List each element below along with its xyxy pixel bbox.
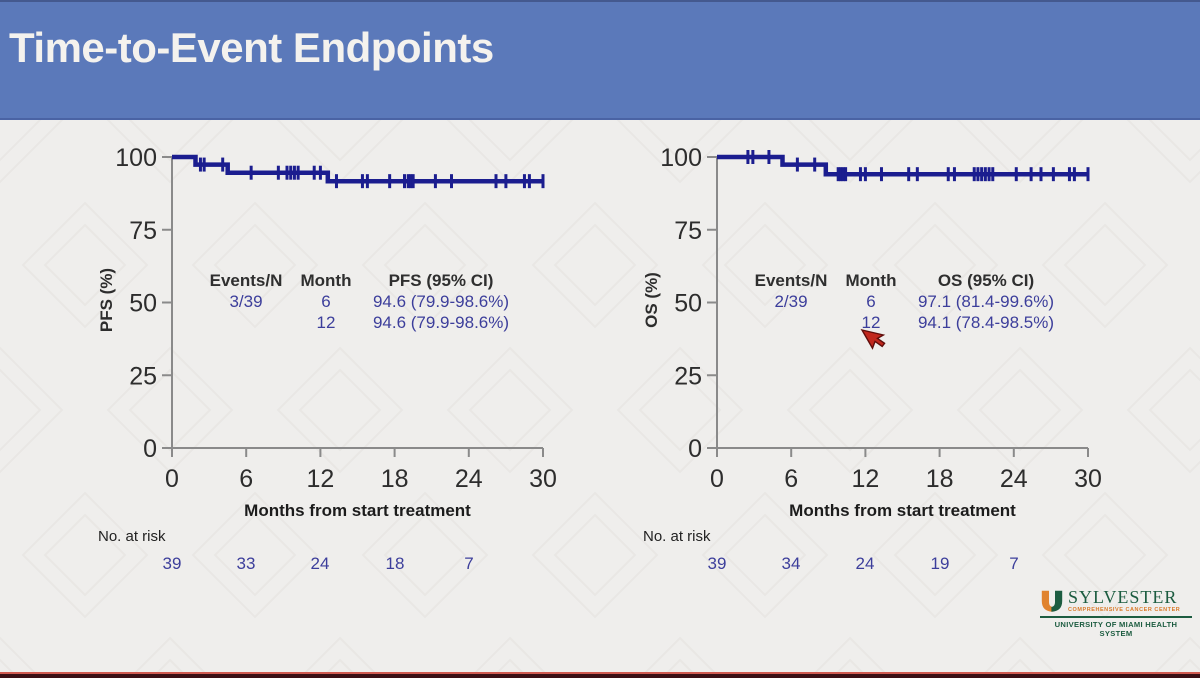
page-title: Time-to-Event Endpoints: [9, 24, 494, 71]
svg-text:0: 0: [165, 465, 179, 492]
pfs-x-axis-label: Months from start treatment: [244, 501, 471, 520]
stats-cell: 94.1 (78.4-98.5%): [917, 313, 1055, 332]
svg-text:0: 0: [143, 435, 157, 463]
miami-u-icon: [1041, 590, 1063, 612]
os-stats-row-2: 12 94.1 (78.4-98.5%): [741, 312, 1081, 333]
logo-top-row: SYLVESTER COMPREHENSIVE CANCER CENTER: [1040, 587, 1192, 613]
os-y-axis-label: OS (%): [642, 272, 661, 328]
logo-brand-text: SYLVESTER: [1068, 587, 1178, 607]
censor-marks: [746, 150, 1090, 182]
os-km-plot: 100 75 50 25 00 6 12 18 24 30: [660, 144, 1102, 492]
pfs-stats-table: Events/N Month PFS (95% CI) 3/39 6 94.6 …: [196, 270, 536, 333]
os-at-risk-value: 7: [1009, 554, 1019, 573]
stats-header-month: Month: [845, 271, 897, 290]
axes: [162, 156, 544, 457]
logo-text-block: SYLVESTER COMPREHENSIVE CANCER CENTER: [1068, 587, 1181, 613]
stats-cell: 94.6 (79.9-98.6%): [372, 313, 510, 332]
os-chart: 100 75 50 25 0 0 6 12 18 24 30 OS (%) Months from …: [641, 140, 1123, 590]
pfs-at-risk-value: 7: [464, 554, 474, 573]
os-stats-header-row: Events/N Month OS (95% CI): [741, 270, 1081, 291]
header-top-edge: [0, 0, 1200, 2]
svg-text:75: 75: [129, 217, 157, 245]
bottom-accent-strip: [0, 672, 1200, 678]
pfs-chart: 100 75 50 25 0 0 6 12 18 24 30 PFS (%) Months from…: [96, 140, 578, 590]
os-at-risk-value: 34: [781, 554, 801, 573]
svg-text:12: 12: [851, 465, 879, 492]
svg-text:75: 75: [674, 217, 702, 245]
stats-cell: 94.6 (79.9-98.6%): [372, 292, 510, 311]
os-at-risk-value: 39: [707, 554, 727, 573]
km-curve: [717, 154, 1088, 177]
pfs-y-axis-label: PFS (%): [97, 267, 116, 333]
os-at-risk-value: 24: [855, 554, 875, 573]
pfs-stats-row-2: 12 94.6 (79.9-98.6%): [196, 312, 536, 333]
svg-text:50: 50: [674, 290, 702, 318]
stats-header-ci: PFS (95% CI): [388, 271, 494, 290]
svg-text:0: 0: [688, 435, 702, 463]
pfs-km-plot: 100 75 50 25 00 6 12 18 24 30: [115, 144, 557, 492]
pfs-at-risk-value: 33: [236, 554, 256, 573]
stats-header-ci: OS (95% CI): [937, 271, 1035, 290]
censor-marks: [198, 157, 545, 189]
mouse-cursor-icon: [860, 328, 886, 350]
svg-text:12: 12: [306, 465, 334, 492]
svg-text:0: 0: [710, 465, 724, 492]
svg-text:24: 24: [455, 465, 483, 492]
logo-subtitle-text: COMPREHENSIVE CANCER CENTER: [1068, 607, 1181, 613]
stats-cell: 6: [866, 292, 876, 311]
pfs-at-risk-value: 24: [310, 554, 330, 573]
svg-text:30: 30: [1074, 465, 1102, 492]
stats-cell: [196, 312, 296, 333]
stats-cell: [741, 312, 841, 333]
stats-cell: 12: [316, 313, 336, 332]
svg-text:18: 18: [926, 465, 954, 492]
stats-cell: 6: [321, 292, 331, 311]
axes: [707, 156, 1089, 457]
pfs-stats-row-1: 3/39 6 94.6 (79.9-98.6%): [196, 291, 536, 312]
stats-cell: 97.1 (81.4-99.6%): [917, 292, 1055, 311]
os-stats-row-1: 2/39 6 97.1 (81.4-99.6%): [741, 291, 1081, 312]
stats-cell: 3/39: [229, 292, 263, 311]
os-stats-table: Events/N Month OS (95% CI) 2/39 6 97.1 (…: [741, 270, 1081, 333]
svg-text:25: 25: [129, 362, 157, 390]
os-at-risk-value: 19: [930, 554, 950, 573]
svg-text:25: 25: [674, 362, 702, 390]
pfs-stats-header-row: Events/N Month PFS (95% CI): [196, 270, 536, 291]
stats-header-events: Events/N: [754, 271, 828, 290]
stats-cell: 12: [861, 313, 881, 332]
pfs-at-risk-label: No. at risk: [98, 528, 166, 545]
os-at-risk-label: No. at risk: [643, 528, 711, 545]
svg-text:50: 50: [129, 290, 157, 318]
svg-text:6: 6: [239, 465, 253, 492]
stats-cell: 2/39: [774, 292, 808, 311]
svg-text:100: 100: [660, 144, 702, 172]
slide-header: Time-to-Event Endpoints: [0, 0, 1200, 120]
svg-text:6: 6: [784, 465, 798, 492]
svg-text:24: 24: [1000, 465, 1028, 492]
tick-labels: 100 75 50 25 00 6 12 18 24 30: [115, 144, 557, 492]
km-curve: [172, 154, 543, 184]
os-x-axis-label: Months from start treatment: [789, 501, 1016, 520]
logo-tagline-text: UNIVERSITY OF MIAMI HEALTH SYSTEM: [1040, 616, 1192, 638]
tick-labels: 100 75 50 25 00 6 12 18 24 30: [660, 144, 1102, 492]
svg-text:18: 18: [381, 465, 409, 492]
pfs-at-risk-value: 39: [162, 554, 182, 573]
stats-header-events: Events/N: [209, 271, 283, 290]
svg-text:30: 30: [529, 465, 557, 492]
pfs-at-risk-value: 18: [385, 554, 405, 573]
stats-header-month: Month: [300, 271, 352, 290]
svg-text:100: 100: [115, 144, 157, 172]
sylvester-logo: SYLVESTER COMPREHENSIVE CANCER CENTER UN…: [1040, 587, 1192, 638]
